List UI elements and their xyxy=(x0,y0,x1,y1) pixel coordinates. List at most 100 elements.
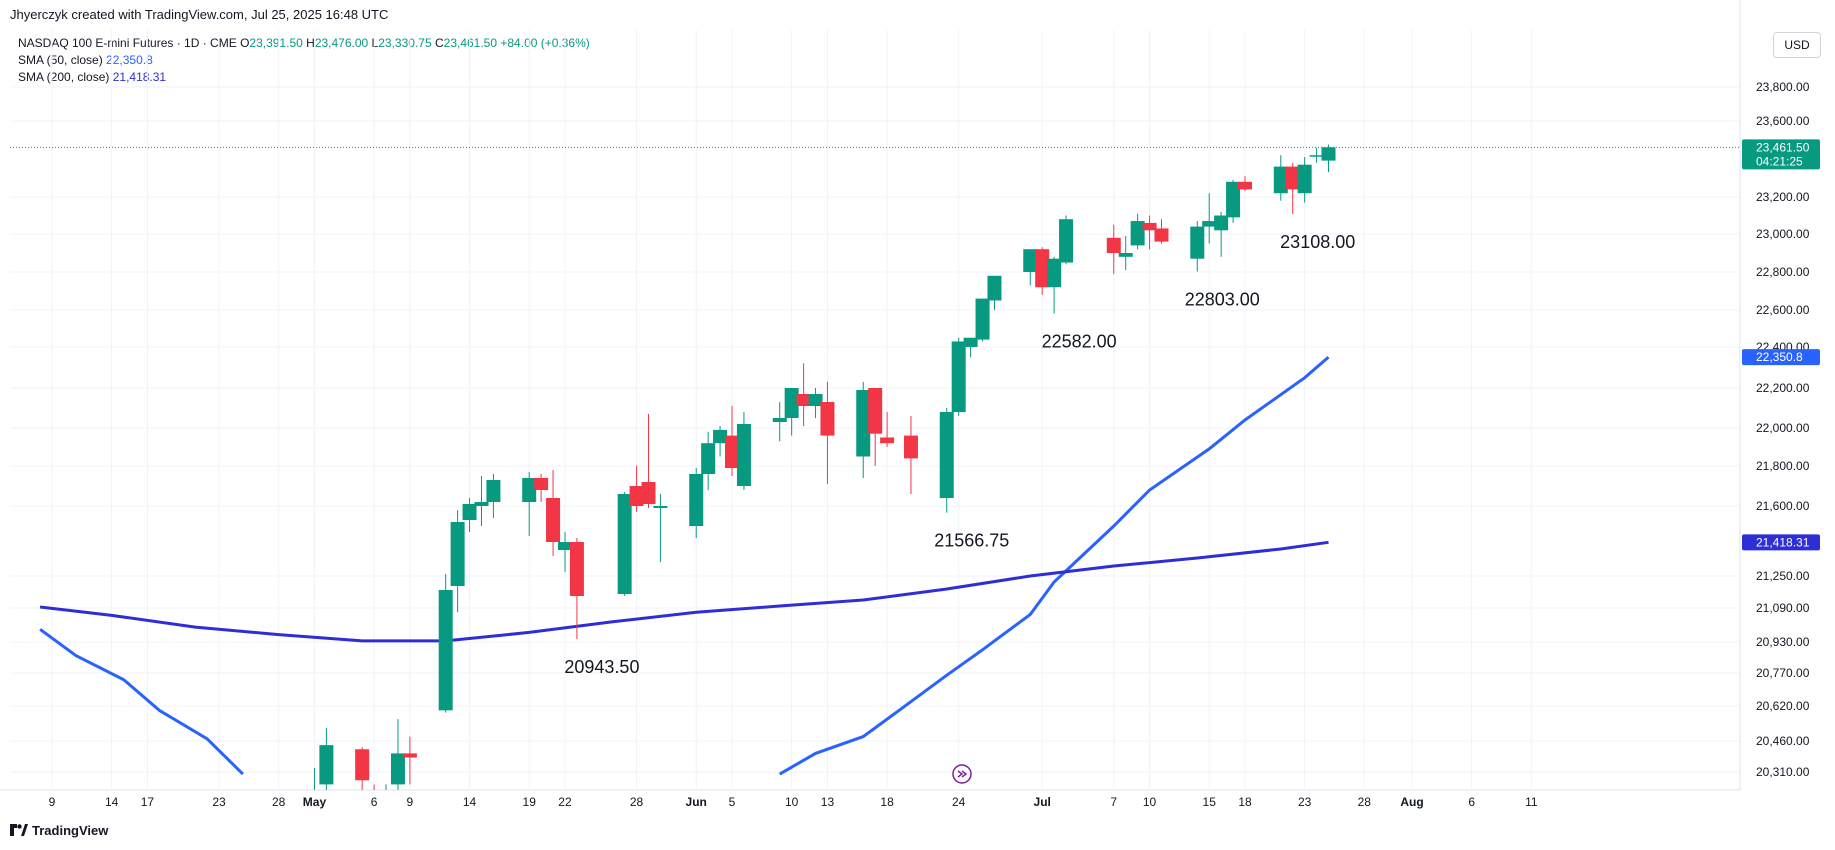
candles xyxy=(313,144,1336,816)
candle-up xyxy=(963,337,978,347)
price-annotation: 23108.00 xyxy=(1280,232,1355,252)
sma50-label: SMA (50, close) xyxy=(18,53,103,67)
candle-up xyxy=(450,522,465,586)
sma50-value: 22,350.8 xyxy=(106,53,153,67)
x-tick-label: Jun xyxy=(686,795,707,809)
price-annotation: 20943.50 xyxy=(564,657,639,677)
x-tick-label: 7 xyxy=(1110,795,1117,809)
candle-up xyxy=(1118,253,1133,257)
candle-up xyxy=(1047,258,1062,288)
candle-up xyxy=(1059,219,1074,263)
candle-down xyxy=(796,394,811,406)
x-tick-label: 9 xyxy=(49,795,56,809)
candle-up xyxy=(390,753,405,785)
x-tick-label: 5 xyxy=(729,795,736,809)
candle-up xyxy=(438,590,453,711)
candle-down xyxy=(903,435,918,459)
candle-up xyxy=(713,429,728,444)
candle-up xyxy=(939,412,954,498)
x-tick-label: Jul xyxy=(1034,795,1051,809)
sma50-line xyxy=(778,355,1330,776)
candle-up xyxy=(987,275,1002,301)
candle-down xyxy=(725,435,740,468)
candle-down xyxy=(1035,249,1050,288)
candle-down xyxy=(534,478,549,490)
candle-up xyxy=(319,745,334,785)
candle-up xyxy=(784,388,799,418)
legend: NASDAQ 100 E-mini Futures · 1D · CME O23… xyxy=(18,35,590,86)
sma50-row[interactable]: SMA (50, close) 22,350.8 xyxy=(18,52,590,69)
x-tick-label: 14 xyxy=(105,795,119,809)
currency-button[interactable]: USD xyxy=(1773,32,1821,58)
sma200-row[interactable]: SMA (200, close) 21,418.31 xyxy=(18,69,590,86)
sma50-axis-label-text: 22,350.8 xyxy=(1756,350,1803,364)
change-value: +84.00 (+0.36%) xyxy=(500,36,590,50)
y-tick-label: 22,600.00 xyxy=(1756,303,1810,317)
y-tick-label: 22,200.00 xyxy=(1756,381,1810,395)
y-tick-label: 23,600.00 xyxy=(1756,114,1810,128)
candle-down xyxy=(1154,228,1169,242)
x-tick-label: 14 xyxy=(463,795,477,809)
y-tick-label: 23,200.00 xyxy=(1756,190,1810,204)
last-price-label-bg xyxy=(1742,139,1820,170)
candle-up xyxy=(701,443,716,474)
replay-icon[interactable] xyxy=(952,764,972,784)
candle-up xyxy=(557,542,572,550)
x-tick-label: 17 xyxy=(141,795,155,809)
candle-up xyxy=(379,799,393,816)
price-annotation: 21566.75 xyxy=(934,531,1009,551)
x-tick-label: 22 xyxy=(558,795,572,809)
candle-down xyxy=(1106,237,1121,253)
x-tick-label: 6 xyxy=(371,795,378,809)
candle-down xyxy=(1238,181,1252,190)
x-tick-label: 19 xyxy=(523,795,537,809)
low-value: 23,330.75 xyxy=(378,36,432,50)
sma-lines xyxy=(39,355,1330,776)
candle-up xyxy=(462,504,477,520)
last-price-label-text: 23,461.50 xyxy=(1756,140,1810,154)
x-tick-label: 6 xyxy=(1468,795,1475,809)
price-annotation: 22582.00 xyxy=(1042,331,1117,351)
open-value: 23,391.50 xyxy=(249,36,303,50)
y-tick-label: 20,310.00 xyxy=(1756,765,1810,779)
close-label: C xyxy=(434,36,444,50)
y-tick-label: 20,930.00 xyxy=(1756,635,1810,649)
x-axis[interactable]: 9 14 17 23 28 May 6 9 14 19 22 28 Jun 5 10 13 18 24 Jul 7 10… xyxy=(49,795,1538,809)
candle-down xyxy=(629,486,644,506)
candle-up xyxy=(1214,215,1229,231)
candle-up xyxy=(1309,155,1324,157)
x-tick-label: 13 xyxy=(821,795,835,809)
tradingview-logo-icon xyxy=(10,823,28,836)
x-tick-label: 10 xyxy=(785,795,799,809)
x-tick-label: May xyxy=(303,795,327,809)
candle-up xyxy=(1130,221,1145,246)
candle-down xyxy=(868,388,883,434)
sma200-value: 21,418.31 xyxy=(112,70,167,84)
y-tick-label: 20,460.00 xyxy=(1756,734,1810,748)
candle-down xyxy=(402,753,417,758)
candle-up xyxy=(1190,226,1205,259)
y-tick-label: 20,620.00 xyxy=(1756,699,1810,713)
y-axis[interactable]: 23,800.00 23,600.00 23,200.00 23,000.00 22,8… xyxy=(1742,80,1820,779)
y-tick-label: 22,800.00 xyxy=(1756,265,1810,279)
candle-up xyxy=(1297,164,1312,194)
sma200-line xyxy=(39,540,1329,643)
candle-up xyxy=(522,478,537,502)
candle-down xyxy=(880,437,895,444)
x-tick-label: 18 xyxy=(1238,795,1252,809)
symbol-row: NASDAQ 100 E-mini Futures · 1D · CME O23… xyxy=(18,35,590,52)
sma200-label: SMA (200, close) xyxy=(18,70,110,84)
candle-up xyxy=(474,502,489,506)
y-tick-label: 21,250.00 xyxy=(1756,569,1810,583)
low-label: L xyxy=(371,36,379,50)
candle-up xyxy=(951,341,966,412)
candle-down xyxy=(569,542,584,596)
y-tick-label: 22,000.00 xyxy=(1756,421,1810,435)
candle-up xyxy=(856,390,871,457)
x-tick-label: 18 xyxy=(880,795,894,809)
sma200-axis-label-bg xyxy=(1742,534,1820,551)
candle-down xyxy=(820,402,835,436)
x-tick-label: 28 xyxy=(1358,795,1372,809)
candle-down xyxy=(641,482,656,504)
